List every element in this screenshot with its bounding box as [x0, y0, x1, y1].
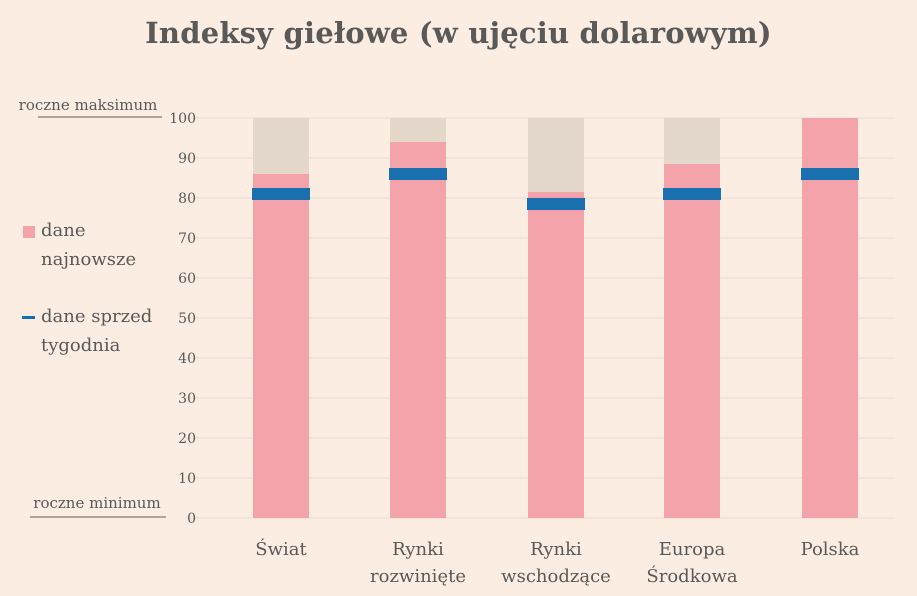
marker-previous-rynki-rozwinięte: [389, 168, 447, 180]
chart-title: Indeksy giełowe (w ujęciu dolarowym): [145, 16, 772, 50]
marker-previous-rynki-wschodzące: [527, 198, 585, 210]
annotation-roczne-maksimum: roczne maksimum: [19, 96, 158, 114]
x-tick-label-europa-środkowa: Europa Środkowa: [646, 539, 737, 587]
legend-swatch-latest: [23, 226, 35, 238]
marker-previous-świat: [252, 188, 310, 200]
y-tick-label-90: 90: [178, 151, 196, 167]
legend-item-previous: dane sprzed tygodnia: [22, 302, 181, 360]
previous-markers: [252, 168, 859, 210]
bar-latest-rynki-wschodzące: [528, 192, 584, 518]
y-tick-labels: 0 10 20 30 40 50 60 70 80 90 100: [169, 111, 196, 527]
y-annotations: roczne maksimum roczne minimum: [19, 96, 166, 518]
latest-bars: [253, 118, 858, 518]
y-tick-label-20: 20: [178, 431, 196, 447]
annotation-roczne-minimum: roczne minimum: [33, 494, 160, 512]
y-tick-label-0: 0: [187, 511, 196, 527]
x-tick-label-świat: Świat: [255, 537, 307, 560]
y-tick-label-40: 40: [178, 351, 196, 367]
y-tick-label-70: 70: [178, 231, 196, 247]
y-tick-label-100: 100: [169, 111, 196, 127]
y-tick-label-50: 50: [178, 311, 196, 327]
x-tick-label-polska: Polska: [801, 539, 860, 560]
bar-latest-polska: [802, 118, 858, 518]
legend-item-latest: dane najnowsze: [22, 216, 181, 274]
x-tick-labels: Świat Rynki rozwinięte Rynki wschodzące Europ…: [255, 537, 859, 587]
bar-latest-rynki-rozwinięte: [390, 142, 446, 518]
y-tick-label-30: 30: [178, 391, 196, 407]
bar-latest-europa-środkowa: [664, 164, 720, 518]
marker-previous-polska: [801, 168, 859, 180]
x-tick-label-rynki-rozwinięte: Rynki rozwinięte: [370, 539, 466, 587]
legend-label-previous: dane sprzed tygodnia: [41, 306, 153, 356]
legend-swatch-previous: [22, 316, 35, 319]
marker-previous-europa-środkowa: [663, 188, 721, 200]
legend-label-latest: dane najnowsze: [41, 220, 137, 270]
x-tick-label-rynki-wschodzące: Rynki wschodzące: [501, 539, 611, 587]
y-tick-label-60: 60: [178, 271, 196, 287]
bar-latest-świat: [253, 174, 309, 518]
y-tick-label-10: 10: [178, 471, 196, 487]
y-tick-label-80: 80: [178, 191, 196, 207]
